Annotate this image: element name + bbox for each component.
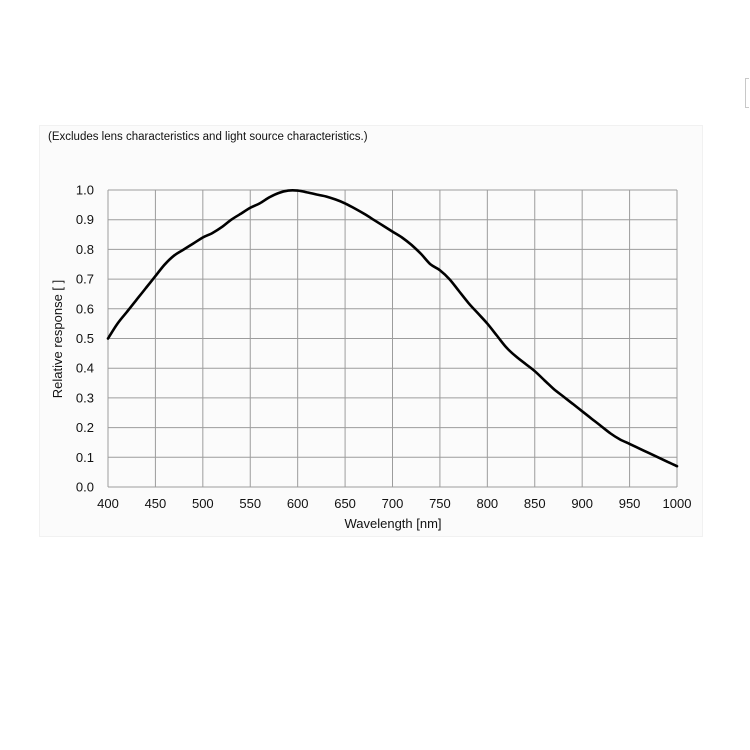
series-layer [106, 189, 679, 468]
y-tick-label: 0.1 [76, 450, 94, 465]
x-tick-label: 750 [429, 496, 451, 511]
x-tick-label: 850 [524, 496, 546, 511]
x-tick-label: 900 [571, 496, 593, 511]
y-tick-label: 0.2 [76, 420, 94, 435]
chart-note: (Excludes lens characteristics and light… [48, 131, 368, 143]
x-tick-label: 700 [382, 496, 404, 511]
y-tick-label: 0.7 [76, 272, 94, 287]
x-axis-label: Wavelength [nm] [344, 516, 441, 531]
x-tick-label: 450 [145, 496, 167, 511]
y-tick-label: 0.3 [76, 390, 94, 405]
x-tick-label: 800 [476, 496, 498, 511]
x-tick-label: 650 [334, 496, 356, 511]
y-tick-label: 1.0 [76, 183, 94, 198]
y-tick-labels: 0.0 0.1 0.2 0.3 0.4 0.5 0.6 0.7 0.8 0.9 1.0 [76, 183, 94, 495]
x-tick-label: 1000 [663, 496, 692, 511]
x-tick-label: 550 [239, 496, 261, 511]
edge-fragment [745, 78, 749, 108]
y-tick-label: 0.9 [76, 212, 94, 227]
y-tick-label: 0.5 [76, 331, 94, 346]
series-line [106, 189, 679, 468]
y-tick-label: 0.0 [76, 480, 94, 495]
grid [107, 189, 678, 488]
y-axis-label: Relative response [ ] [50, 280, 65, 399]
x-tick-label: 400 [97, 496, 119, 511]
y-tick-label: 0.4 [76, 361, 94, 376]
x-tick-label: 600 [287, 496, 309, 511]
x-tick-labels: 400 450 500 550 600 650 700 750 800 850 900 950 1000 [97, 496, 691, 511]
y-tick-label: 0.6 [76, 301, 94, 316]
chart-panel [40, 126, 702, 536]
y-tick-label: 0.8 [76, 242, 94, 257]
x-tick-label: 500 [192, 496, 214, 511]
x-tick-label: 950 [619, 496, 641, 511]
